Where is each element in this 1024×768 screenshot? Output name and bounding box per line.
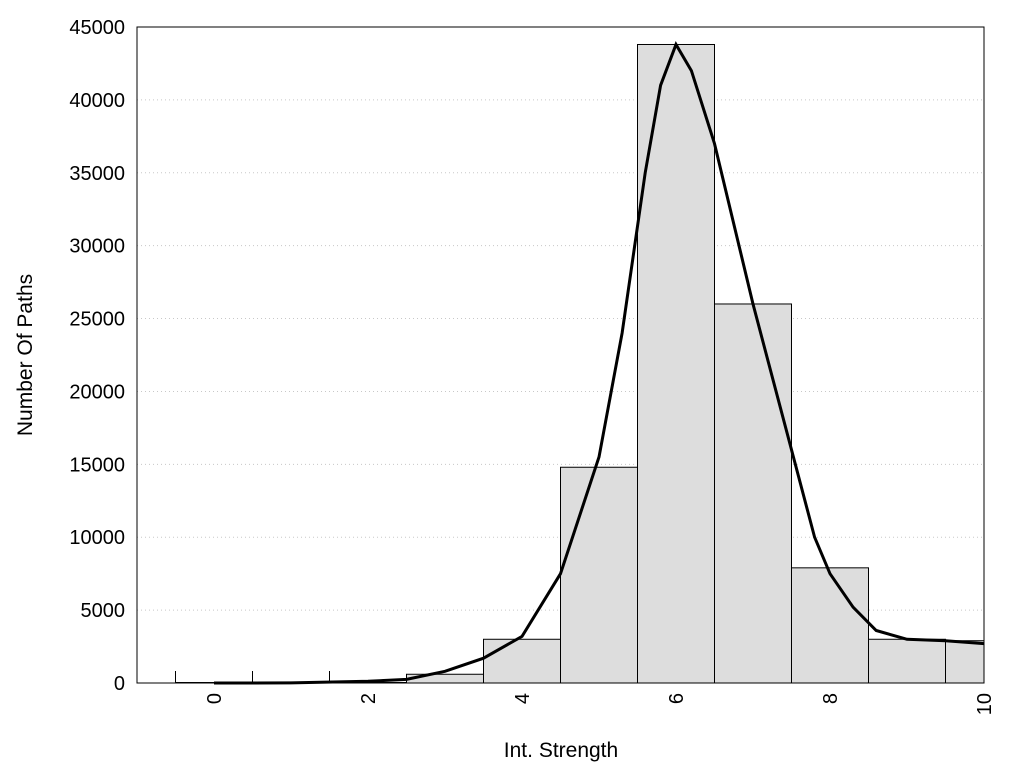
x-axis-label: Int. Strength (504, 739, 618, 762)
histogram-bar (483, 638, 561, 684)
y-tick-label: 40000 (69, 90, 125, 112)
y-axis-label: Number Of Paths (14, 274, 37, 436)
y-tick-label: 30000 (69, 236, 125, 258)
x-tick-label: 6 (666, 693, 688, 704)
y-tick-label: 10000 (69, 527, 125, 549)
density-curve (213, 41, 985, 685)
y-tick-labels: 0 5000 10000 15000 20000 25000 30000 35000 40000… (69, 17, 125, 695)
histogram-bar (868, 638, 946, 684)
x-tick-label: 2 (358, 693, 380, 704)
histogram-bar (637, 43, 715, 684)
x-tick-label: 4 (512, 693, 534, 704)
histogram-bar (714, 303, 792, 684)
x-tick-label: 8 (820, 693, 842, 704)
histogram-bar (560, 466, 638, 684)
y-tick-label: 35000 (69, 163, 125, 185)
y-tick-label: 20000 (69, 381, 125, 403)
y-tick-label: 5000 (81, 600, 126, 622)
histogram-bar (945, 640, 985, 684)
x-tick-label: 0 (204, 693, 226, 704)
y-tick-label: 25000 (69, 309, 125, 331)
bars (406, 43, 985, 684)
x-tick-labels: 0 2 4 6 8 10 (204, 693, 996, 715)
x-tick-label: 10 (974, 693, 996, 715)
y-tick-label: 0 (114, 673, 125, 695)
y-tick-label: 15000 (69, 454, 125, 476)
histogram-bar (791, 567, 869, 684)
plot-frame (136, 26, 985, 684)
y-tick-label: 45000 (69, 17, 125, 39)
